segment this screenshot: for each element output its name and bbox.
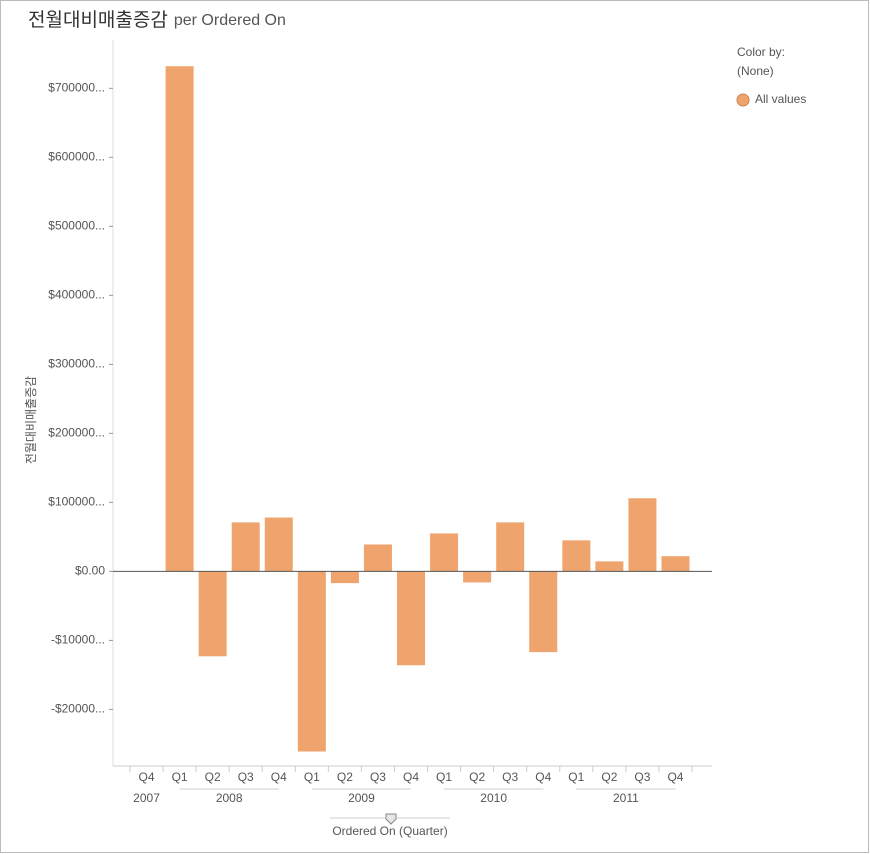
title-suffix: per Ordered On (174, 12, 286, 29)
x-axis-label: Ordered On (Quarter) (332, 824, 447, 838)
x-tick-label: Q4 (535, 770, 551, 784)
x-tick-label: Q2 (337, 770, 353, 784)
group-label: 2010 (480, 791, 507, 805)
x-tick-label: Q3 (634, 770, 650, 784)
y-tick-label: $0.00 (75, 564, 105, 578)
y-tick-label: $100000... (48, 495, 105, 509)
group-label: 2008 (216, 791, 243, 805)
bar (595, 561, 624, 572)
legend-subtitle: (None) (737, 64, 774, 78)
x-tick-label: Q2 (469, 770, 485, 784)
bar (231, 522, 260, 572)
bar (496, 522, 525, 572)
bar (363, 544, 392, 572)
x-tick-label: Q4 (271, 770, 287, 784)
y-tick-label: $600000... (48, 149, 105, 163)
x-tick-label: Q4 (139, 770, 155, 784)
x-tick-label: Q1 (304, 770, 320, 784)
x-tick-label: Q2 (601, 770, 617, 784)
group-label: 2009 (348, 791, 375, 805)
y-axis-label: 전월대비매출증감 (24, 376, 38, 464)
bar (397, 571, 426, 666)
bar (430, 533, 459, 572)
x-tick-label: Q1 (568, 770, 584, 784)
bar (529, 571, 558, 653)
y-tick-label: $500000... (48, 219, 105, 233)
legend-label: All values (755, 92, 806, 106)
x-tick-label: Q3 (370, 770, 386, 784)
x-tick-label: Q1 (172, 770, 188, 784)
y-tick-label: $400000... (48, 288, 105, 302)
bar (628, 498, 657, 572)
x-tick-label: Q3 (238, 770, 254, 784)
x-tick-label: Q3 (502, 770, 518, 784)
chart-title: 전월대비매출증감 per Ordered On (28, 9, 286, 31)
bar (297, 571, 326, 752)
bar (562, 540, 591, 572)
x-tick-label: Q4 (403, 770, 419, 784)
legend-title: Color by: (737, 45, 785, 59)
axis-slider-handle[interactable] (385, 813, 397, 825)
group-label: 2007 (133, 791, 160, 805)
y-tick-label: $300000... (48, 357, 105, 371)
bar (264, 517, 293, 572)
bar (330, 571, 359, 584)
y-tick-label: -$10000... (51, 633, 105, 647)
x-tick-label: Q4 (667, 770, 683, 784)
y-tick-label: $200000... (48, 426, 105, 440)
bar (165, 66, 194, 572)
bar (463, 571, 492, 583)
group-label: 2011 (613, 791, 639, 805)
y-tick-label: -$20000... (51, 702, 105, 716)
title-main: 전월대비매출증감 (28, 9, 168, 31)
y-tick-label: $700000... (48, 80, 105, 94)
legend-swatch (736, 93, 750, 107)
bar (198, 571, 227, 657)
x-tick-label: Q2 (205, 770, 221, 784)
x-tick-label: Q1 (436, 770, 452, 784)
bar (661, 556, 690, 572)
